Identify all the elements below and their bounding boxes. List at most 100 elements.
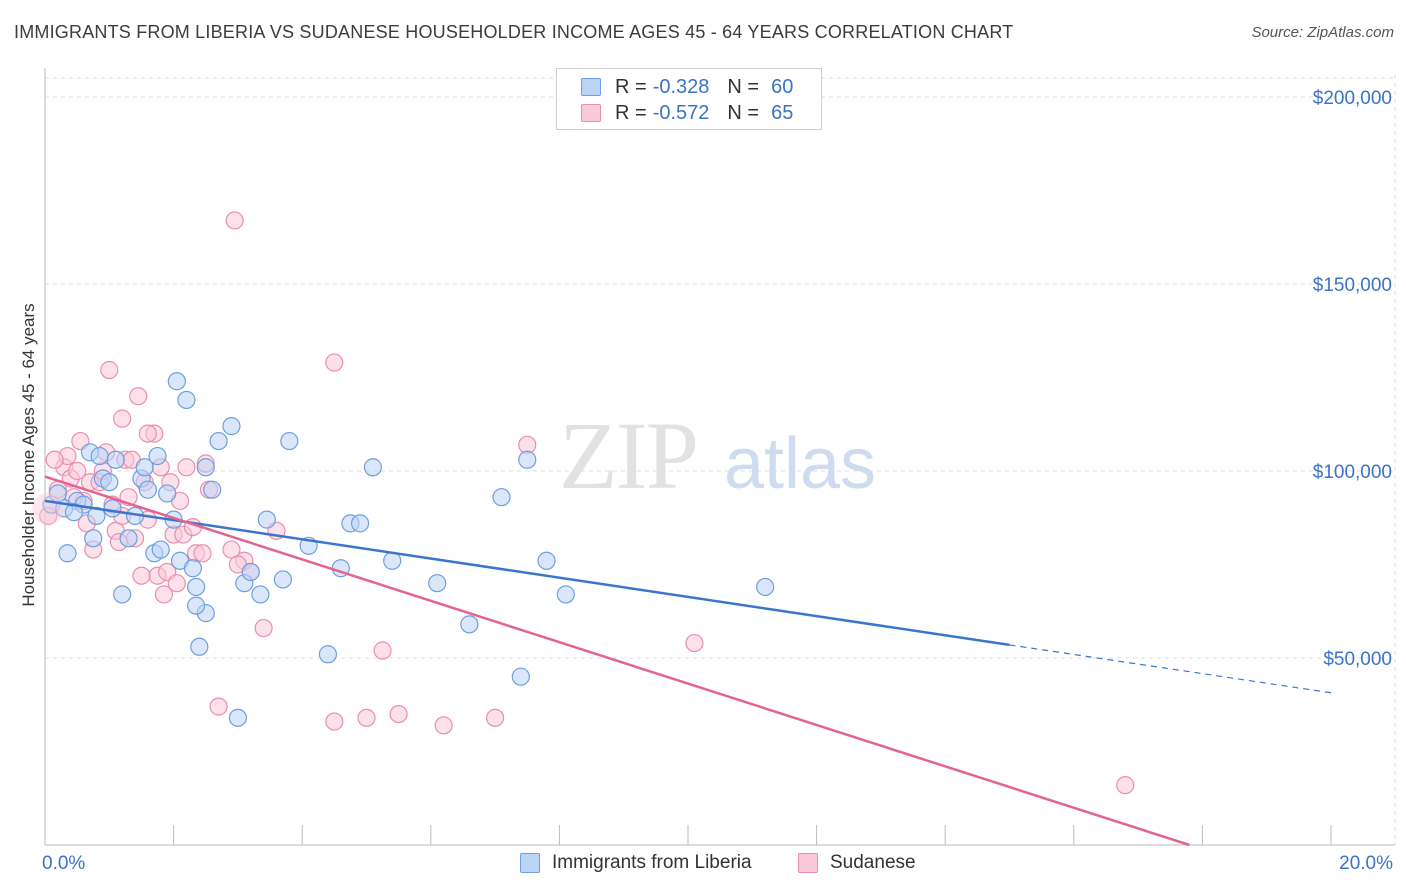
liberia-point (251, 585, 270, 604)
sudanese-trend-line (44, 475, 1190, 847)
liberia-legend-swatch (520, 853, 540, 873)
sudanese-point (373, 641, 392, 660)
y-tick-label: $100,000 (1313, 462, 1392, 483)
liberia-point (106, 450, 125, 469)
r-label: R = (615, 75, 647, 98)
liberia-point (756, 577, 775, 597)
liberia-point (203, 480, 222, 499)
legend-row-sudanese: R = -0.572 N = 65 (581, 100, 793, 126)
chart-title: IMMIGRANTS FROM LIBERIA VS SUDANESE HOUS… (14, 22, 1014, 42)
y-axis-label: Householder Income Ages 45 - 64 years (19, 303, 38, 606)
sudanese-legend-label: Sudanese (830, 852, 916, 873)
sudanese-point (167, 574, 186, 593)
sudanese-point (129, 387, 148, 406)
liberia-point (350, 514, 370, 533)
liberia-point (460, 615, 479, 634)
liberia-point (257, 510, 276, 529)
sudanese-swatch (581, 104, 601, 122)
liberia-point (177, 390, 196, 410)
bottom-legend-sudanese: Sudanese (798, 852, 916, 874)
liberia-point (511, 667, 530, 686)
sudanese-point (113, 409, 132, 428)
sudanese-legend-swatch (798, 853, 818, 873)
liberia-point (228, 708, 247, 727)
sudanese-point (1116, 776, 1135, 795)
y-tick-label: $200,000 (1313, 88, 1392, 109)
sudanese-point (325, 353, 344, 372)
sudanese-point (132, 566, 151, 585)
sudanese-point-cluster (32, 492, 65, 525)
liberia-point (119, 529, 138, 548)
liberia-point (196, 458, 215, 477)
correlation-legend: R = -0.328 N = 60 R = -0.572 N = 65 (556, 68, 822, 130)
r-label: R = (615, 101, 647, 124)
sudanese-point (325, 712, 344, 731)
liberia-swatch (581, 78, 601, 96)
liberia-point (190, 637, 209, 656)
liberia-point (151, 540, 170, 559)
sudanese-point (685, 633, 704, 653)
sudanese-point (100, 360, 119, 380)
sudanese-point (68, 461, 87, 481)
y-tick-label: $150,000 (1313, 275, 1392, 296)
liberia-trend-extension (1009, 644, 1332, 694)
sudanese-point (389, 704, 408, 724)
liberia-point (64, 503, 84, 522)
sudanese-point (222, 540, 241, 559)
liberia-point (100, 473, 119, 492)
liberia-legend-label: Immigrants from Liberia (552, 852, 752, 873)
liberia-point (148, 446, 167, 466)
axis-labels: $50,000 $100,000 $150,000 $200,000 0.0% 20.0%… (19, 88, 1393, 874)
y-tick-label: $50,000 (1323, 649, 1392, 670)
liberia-point (158, 484, 177, 503)
liberia-point (556, 585, 575, 604)
x-tick-label: 0.0% (42, 853, 85, 874)
liberia-point (138, 480, 157, 499)
liberia-point (363, 458, 383, 477)
liberia-point (209, 431, 228, 451)
sudanese-point (254, 618, 273, 638)
r-value: -0.328 (652, 75, 710, 98)
source-label: Source: ZipAtlas.com (1251, 24, 1394, 41)
n-value: 65 (771, 101, 794, 124)
x-tick-label: 20.0% (1339, 853, 1393, 874)
sudanese-point (486, 708, 505, 727)
liberia-point (318, 645, 338, 664)
liberia-point (187, 596, 206, 615)
bottom-legend-liberia: Immigrants from Liberia (520, 852, 752, 874)
sudanese-point (434, 716, 453, 735)
liberia-point (113, 585, 132, 604)
data-points (32, 211, 1135, 795)
sudanese-point (209, 697, 228, 716)
liberia-point (58, 544, 77, 563)
liberia-point (135, 458, 154, 477)
liberia-point (84, 529, 103, 548)
liberia-point (103, 499, 122, 518)
liberia-point (537, 551, 556, 570)
watermark-atlas: atlas (724, 424, 876, 504)
sudanese-point (193, 544, 212, 563)
trend-lines (44, 475, 1332, 847)
sudanese-point (154, 585, 174, 604)
liberia-point (428, 574, 447, 593)
grid-lines (45, 75, 1396, 845)
liberia-point (280, 431, 299, 451)
n-label: N = (727, 75, 760, 98)
liberia-trend-line (44, 499, 1010, 647)
r-value: -0.572 (652, 101, 710, 124)
liberia-point (167, 372, 186, 391)
watermark: ZIP atlas (559, 402, 876, 509)
sudanese-point (225, 211, 244, 230)
liberia-point (187, 577, 206, 597)
axes (44, 68, 1395, 846)
liberia-point (518, 450, 537, 469)
watermark-zip: ZIP (559, 402, 697, 509)
liberia-point (241, 562, 260, 582)
liberia-point (90, 446, 109, 466)
liberia-point (183, 559, 202, 578)
sudanese-point (177, 458, 196, 477)
legend-row-liberia: R = -0.328 N = 60 (581, 74, 793, 100)
sudanese-point (45, 450, 64, 469)
liberia-point (273, 570, 293, 589)
